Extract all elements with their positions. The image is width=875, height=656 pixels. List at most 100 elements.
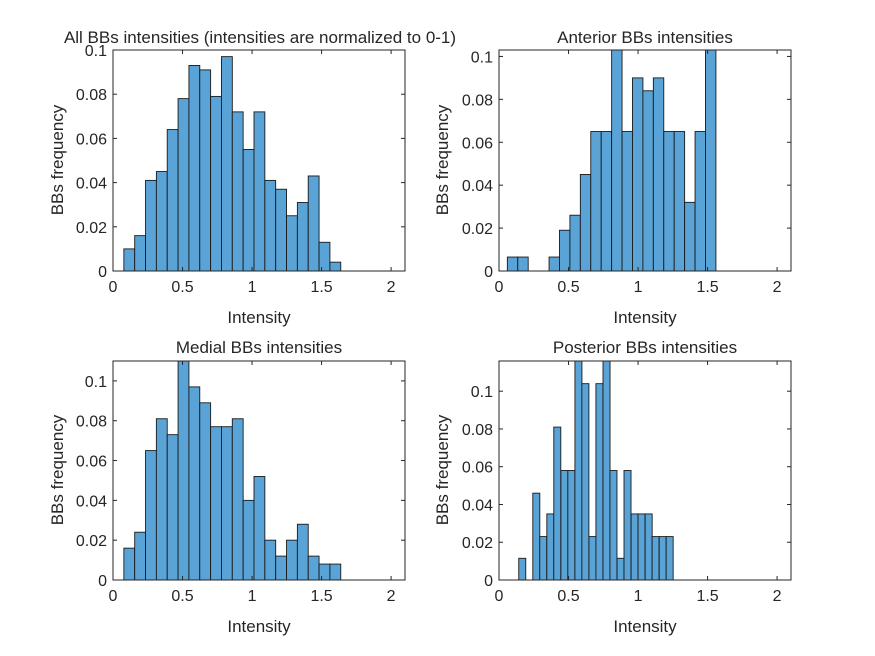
histogram-bar [145,450,157,581]
tick-group: 0 0.5 1 1.5 2 0 0.02 0.04 0.06 0.08 0.1 [462,361,791,605]
y-tick-label: 0.02 [76,220,107,237]
histogram-bar [590,131,602,272]
y-tick-label: 0 [98,264,107,281]
histogram-bar [177,360,190,581]
subplot-title: Medial BBs intensities [176,338,342,357]
y-tick-label: 0.1 [471,49,493,66]
subplot-title: All BBs intensities (intensities are nor… [64,28,456,47]
histogram-bar [210,426,222,581]
x-tick-label: 0 [109,279,118,296]
histogram-bar [506,256,519,272]
histogram-bar [569,214,581,272]
tick-group: 0 0.5 1 1.5 2 0 0.02 0.04 0.06 0.08 0.1 [462,49,791,296]
histogram-bar [673,131,686,272]
y-tick-label: 0.02 [462,535,493,552]
histogram-bar [694,131,706,272]
histogram-bar [546,513,555,581]
histogram-bar [123,248,136,272]
y-tick-label: 0.04 [462,497,493,514]
histogram-bar [560,470,569,581]
y-axis-label: BBs frequency [433,414,452,525]
bar-group [123,360,342,581]
y-tick-label: 0.08 [462,422,493,439]
y-tick-label: 0.06 [462,135,493,152]
histogram-bar [242,148,255,272]
histogram-bar [253,476,266,581]
x-tick-label: 0 [495,279,504,296]
histogram-bar [658,536,667,581]
histogram-bar [517,256,529,272]
x-tick-label: 1.5 [696,588,718,605]
bar-group [506,49,717,272]
histogram-bar [296,202,309,272]
histogram-bar [210,95,222,272]
y-tick-label: 0.1 [85,43,107,60]
histogram-bar [286,215,298,272]
histogram-bar [539,536,548,581]
histogram-bar [166,129,179,272]
x-axis-label: Intensity [227,308,291,327]
y-tick-label: 0.04 [462,178,493,195]
histogram-bar [155,418,168,581]
y-tick-label: 0 [98,573,107,590]
subplot-all: All BBs intensities (intensities are nor… [48,28,456,327]
histogram-bar [595,383,604,581]
x-tick-label: 0 [495,588,504,605]
histogram-bar [651,536,660,581]
histogram-bar [665,536,674,581]
histogram-bar [609,470,618,581]
x-tick-label: 0.5 [171,279,193,296]
x-tick-label: 2 [387,588,396,605]
histogram-bar [221,56,233,272]
histogram-bar [155,171,168,272]
histogram-bar [166,434,179,581]
x-tick-label: 1 [634,279,643,296]
x-tick-label: 0.5 [557,279,579,296]
histogram-bar [588,536,597,581]
histogram-bar [307,175,320,272]
histogram-bar [532,492,541,581]
histogram-bar [318,563,331,581]
axes-box [498,360,792,581]
histogram-bar [518,557,527,581]
y-tick-label: 0.02 [76,533,107,550]
y-tick-label: 0.06 [76,454,107,471]
histogram-bar [177,98,190,272]
axes-box [112,360,406,581]
y-tick-label: 0.1 [471,384,493,401]
histogram-bar [581,383,590,581]
y-tick-label: 0.08 [76,414,107,431]
subplot-medial: Medial BBs intensities 0 0.5 1 1.5 2 0 0.02 0.0… [48,338,406,636]
histogram-bar [242,499,255,581]
histogram-bar [199,69,212,272]
x-tick-label: 2 [773,279,782,296]
axes-box [498,49,792,272]
histogram-bar [663,131,675,272]
x-tick-label: 1.5 [310,279,332,296]
histogram-bar [134,531,146,581]
histogram-bar [307,555,320,581]
x-axis-label: Intensity [613,308,677,327]
x-tick-label: 0 [109,588,118,605]
subplot-title: Anterior BBs intensities [557,28,733,47]
x-tick-label: 0.5 [171,588,193,605]
y-axis-label: BBs frequency [433,104,452,215]
x-tick-label: 1 [634,588,643,605]
histogram-bar [188,65,201,272]
histogram-bar [616,557,625,581]
histogram-bar [623,470,632,581]
y-tick-label: 0.06 [76,131,107,148]
x-tick-label: 2 [773,588,782,605]
axes-box [112,49,406,272]
histogram-bar [559,229,571,272]
histogram-bar [600,131,613,272]
histogram-bar [705,49,717,272]
x-tick-label: 1 [248,279,257,296]
histogram-bar [553,426,562,581]
y-axis-label: BBs frequency [48,414,67,525]
subplot-anterior: Anterior BBs intensities 0 0.5 1 1.5 200.020… [433,28,792,327]
histogram-bar [264,179,277,272]
histogram-bar [652,77,665,272]
histogram-bar [231,418,244,581]
x-tick-label: 1.5 [310,588,332,605]
